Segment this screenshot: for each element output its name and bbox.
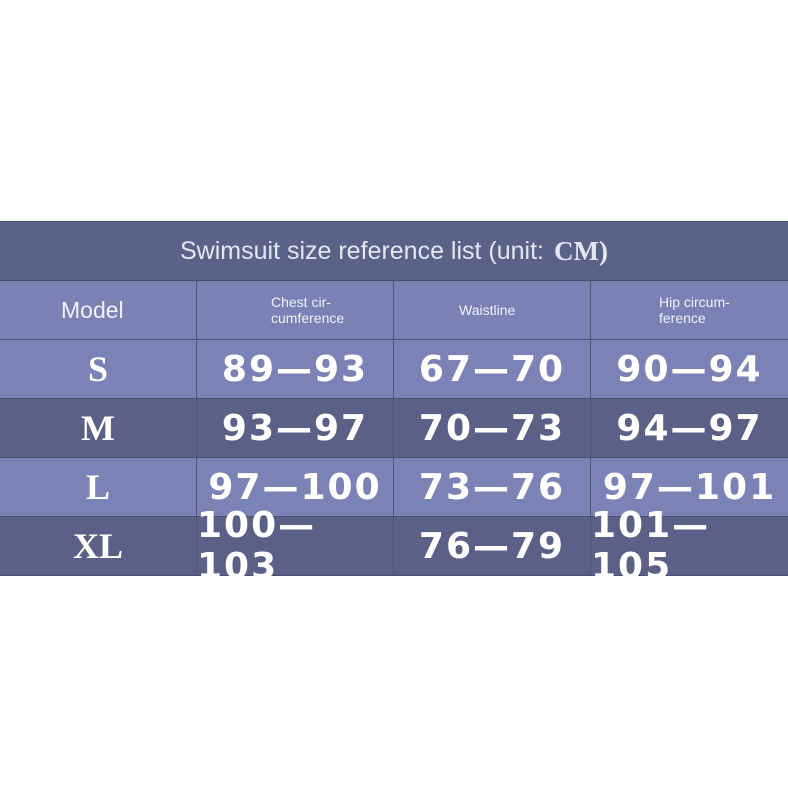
title: Swimsuit size reference list (unit: [180,236,545,265]
table-body: S 89—93 67—70 90—94 M 93—97 70—73 94—97 L 97—100 7… [0,340,788,587]
header-cell: Chest cir- cumference [197,281,394,339]
measure-cell: 94—97 [616,407,763,449]
table-row: L 97—100 73—76 97—101 [0,458,788,517]
table-row: S 89—93 67—70 90—94 [0,340,788,399]
size-label: L [0,458,197,516]
size-label: XL [0,517,197,575]
measure-cell: 100—103 [197,505,394,587]
measure-cell: 101—105 [591,505,711,587]
measure-cell: 70—73 [394,399,591,457]
header-cell: Waistline [394,281,591,339]
measure-cell: 93—97 [197,399,394,457]
header-cell: Hip circum- ference [659,294,730,326]
size-label: M [0,399,197,457]
size-table: Swimsuit size reference list (unit: CM) … [0,221,788,587]
title-bar: Swimsuit size reference list (unit: CM) [0,221,788,281]
size-label: S [0,340,197,398]
unit: CM) [554,235,608,266]
header-cell: Model [0,281,197,339]
table-row: XL 100—103 76—79 101—105 [0,505,788,587]
measure-cell: 73—76 [394,458,591,516]
measure-cell: 90—94 [616,348,763,390]
measure-cell: 67—70 [394,340,591,398]
measure-cell: 89—93 [197,340,394,398]
measure-cell: 97—101 [602,466,777,508]
measure-cell: 76—79 [394,517,591,575]
table-row: M 93—97 70—73 94—97 [0,399,788,458]
measure-cell: 97—100 [197,458,394,516]
header-row: Model Chest cir- cumference Waistline Hip c… [0,281,788,340]
